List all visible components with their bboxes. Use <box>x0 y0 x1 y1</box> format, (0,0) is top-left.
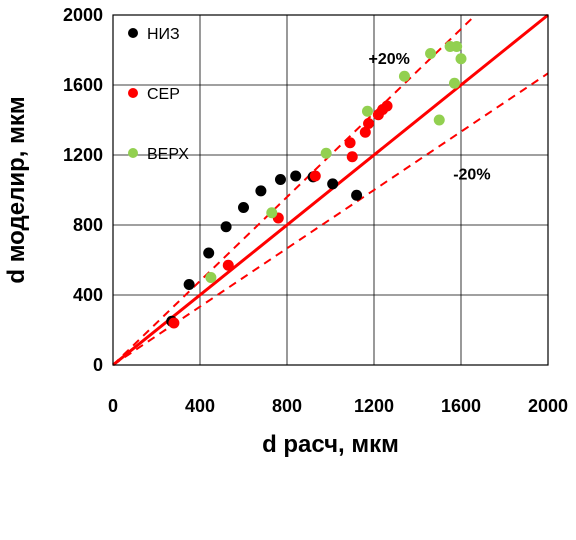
legend-marker <box>128 28 138 38</box>
annotation-label: -20% <box>453 167 490 184</box>
data-point <box>168 317 180 329</box>
x-axis-title: d расч, мкм <box>262 431 399 458</box>
data-point <box>320 147 332 159</box>
y-tick-label: 1200 <box>63 145 103 165</box>
x-tick-label: 1600 <box>441 396 481 416</box>
data-point <box>346 151 358 163</box>
data-point <box>433 114 445 126</box>
data-point <box>363 118 375 129</box>
reference-line-minus-20 <box>112 72 549 366</box>
legend: НИЗ СЕР ВЕРХ <box>128 26 189 163</box>
legend-marker <box>128 148 138 158</box>
data-point <box>222 259 234 271</box>
tick-labels: 0 400 800 1200 1600 2000 0 400 800 1200 1600 2000 <box>63 5 568 416</box>
y-tick-label: 2000 <box>63 5 103 25</box>
data-point <box>361 105 373 117</box>
data-point <box>359 126 371 138</box>
x-tick-label: 400 <box>185 396 215 416</box>
data-point <box>344 137 356 149</box>
x-tick-label: 2000 <box>528 396 568 416</box>
data-point <box>274 174 286 185</box>
plot-area-border <box>112 14 549 366</box>
data-point <box>205 272 217 283</box>
data-point <box>309 170 321 182</box>
data-point <box>398 70 410 82</box>
data-point <box>455 53 467 65</box>
x-tick-label: 1200 <box>354 396 394 416</box>
data-point <box>381 100 393 112</box>
legend-label: ВЕРХ <box>147 146 189 163</box>
data-point <box>425 48 437 59</box>
data-point <box>203 247 215 259</box>
data-point <box>266 207 278 219</box>
reference-line-equality <box>112 13 549 367</box>
legend-label: НИЗ <box>147 26 180 43</box>
data-point <box>451 41 463 52</box>
y-tick-label: 1600 <box>63 75 103 95</box>
annotations: +20% -20% <box>369 51 491 184</box>
legend-label: СЕР <box>147 86 180 103</box>
y-axis-title: d моделир, мкм <box>3 96 30 283</box>
data-point <box>183 279 195 290</box>
legend-marker <box>128 88 138 98</box>
data-point <box>448 77 460 89</box>
data-point <box>327 178 339 190</box>
annotation-label: +20% <box>369 51 410 68</box>
data-point <box>220 221 232 233</box>
data-point <box>255 185 267 197</box>
data-points <box>166 41 467 329</box>
x-tick-label: 800 <box>272 396 302 416</box>
y-tick-label: 0 <box>93 355 103 375</box>
reference-lines <box>112 13 549 367</box>
y-tick-label: 800 <box>73 215 103 235</box>
x-tick-label: 0 <box>108 396 118 416</box>
data-point <box>351 189 363 201</box>
data-point <box>290 170 302 182</box>
data-point <box>238 202 249 213</box>
y-tick-label: 400 <box>73 285 103 305</box>
